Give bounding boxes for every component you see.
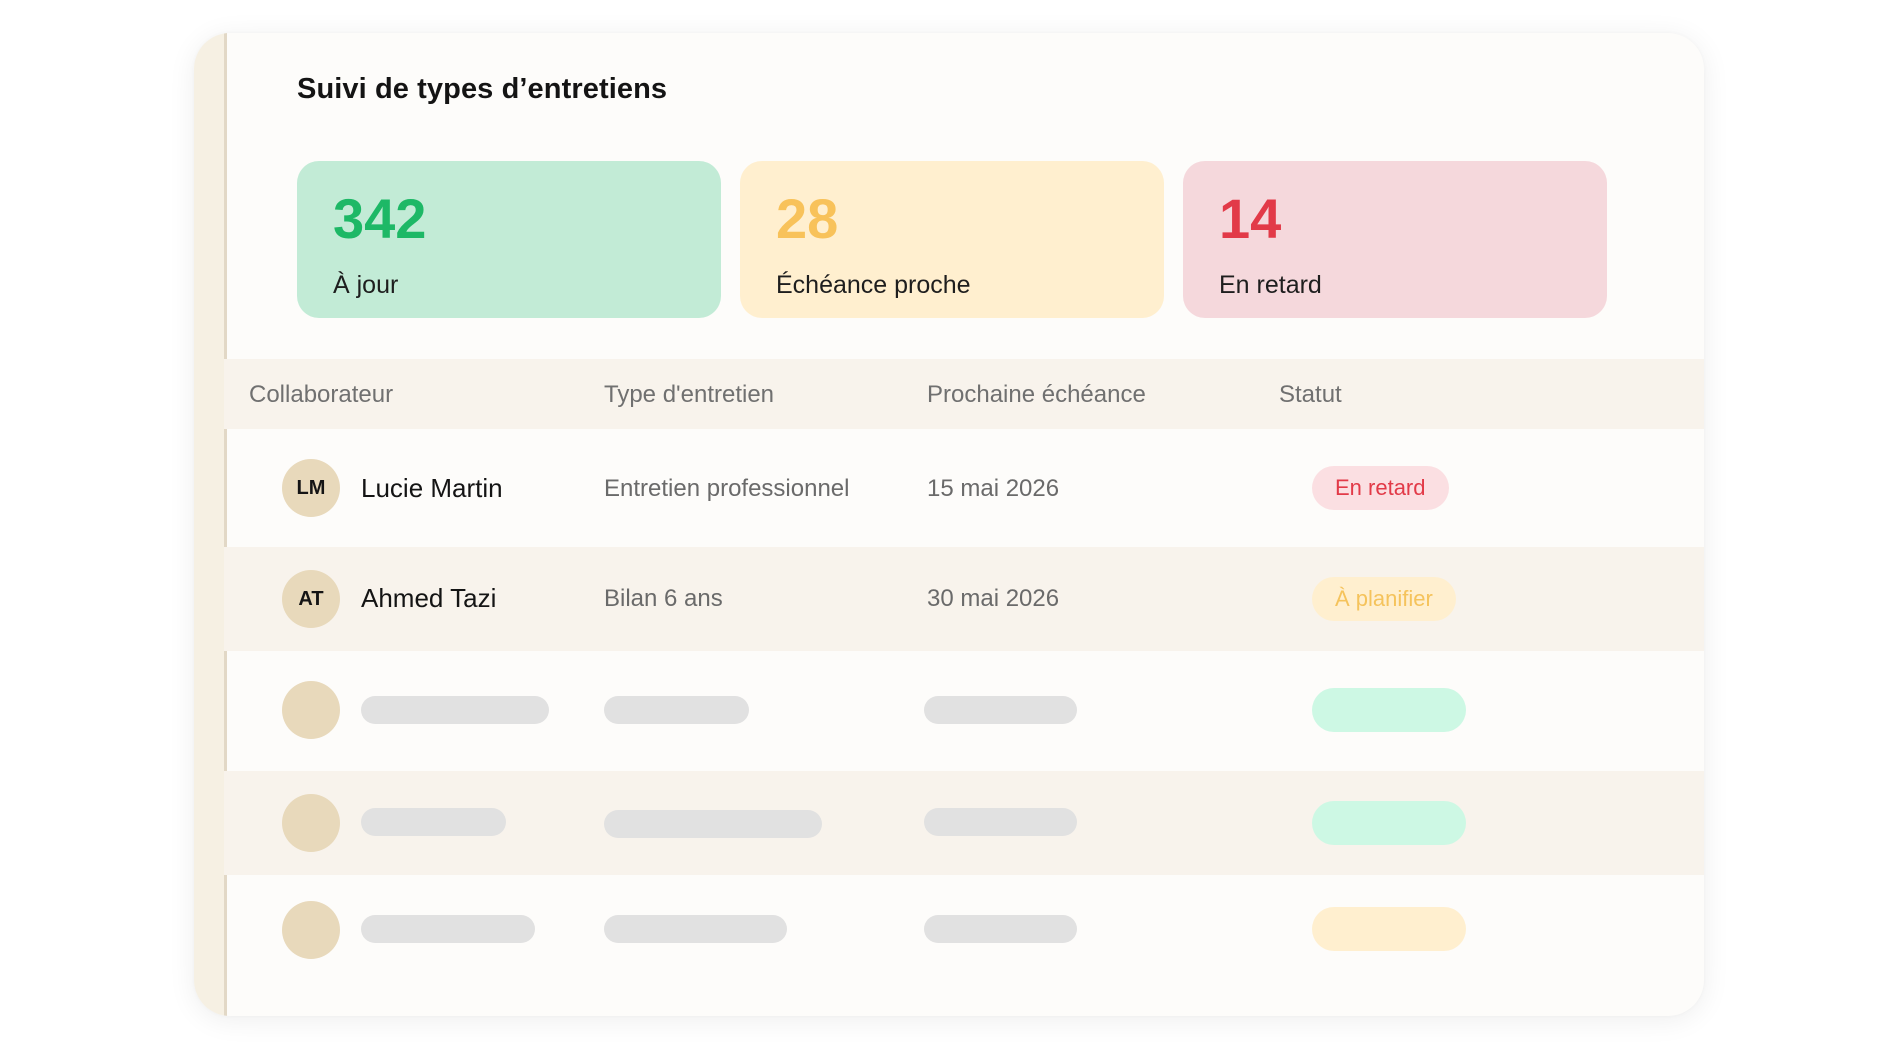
interview-type: Bilan 6 ans [604,585,723,612]
collaborator-name: Ahmed Tazi [361,583,497,613]
table-row-placeholder [224,771,1704,875]
stat-label: En retard [1219,271,1322,299]
table-row[interactable]: LM Lucie Martin Entretien professionnel … [224,429,1704,547]
stat-card-due-soon[interactable]: 28 Échéance proche [740,161,1164,318]
stat-card-up-to-date[interactable]: 342 À jour [297,161,721,318]
column-header-type[interactable]: Type d'entretien [604,381,775,408]
name-placeholder [361,696,549,724]
type-placeholder [604,696,749,724]
interview-type: Entretien professionnel [604,475,850,502]
name-placeholder [361,808,506,836]
table-row-placeholder [224,651,1704,771]
page-title: Suivi de types d’entretiens [297,73,668,105]
status-placeholder [1312,907,1466,951]
column-header-collaborator[interactable]: Collaborateur [249,381,394,408]
table-row[interactable]: AT Ahmed Tazi Bilan 6 ans 30 mai 2026 À … [224,547,1704,651]
due-placeholder [924,696,1077,724]
column-header-status[interactable]: Statut [1279,381,1342,408]
avatar-placeholder [282,901,340,959]
stat-label: À jour [333,271,399,299]
status-placeholder [1312,801,1466,845]
due-date: 30 mai 2026 [927,585,1060,612]
due-placeholder [924,808,1077,836]
stat-card-overdue[interactable]: 14 En retard [1183,161,1607,318]
column-header-due[interactable]: Prochaine échéance [927,381,1146,408]
avatar-placeholder [282,794,340,852]
avatar-placeholder [282,681,340,739]
due-date: 15 mai 2026 [927,475,1060,502]
interview-tracking-card: Suivi de types d’entretiens 342 À jour 2… [194,33,1704,1016]
stat-value: 14 [1219,187,1282,250]
type-placeholder [604,915,787,943]
status-badge: À planifier [1312,577,1456,621]
table-row-placeholder [224,875,1704,989]
left-accent-stripe [194,33,227,1016]
stat-value: 342 [333,187,427,250]
due-placeholder [924,915,1077,943]
avatar: AT [282,570,340,628]
status-placeholder [1312,688,1466,732]
name-placeholder [361,915,535,943]
table-header: Collaborateur Type d'entretien Prochaine… [224,359,1704,429]
collaborator-name: Lucie Martin [361,473,503,503]
stat-label: Échéance proche [776,271,971,299]
avatar: LM [282,459,340,517]
type-placeholder [604,810,822,838]
stat-value: 28 [776,187,839,250]
status-badge: En retard [1312,466,1449,510]
